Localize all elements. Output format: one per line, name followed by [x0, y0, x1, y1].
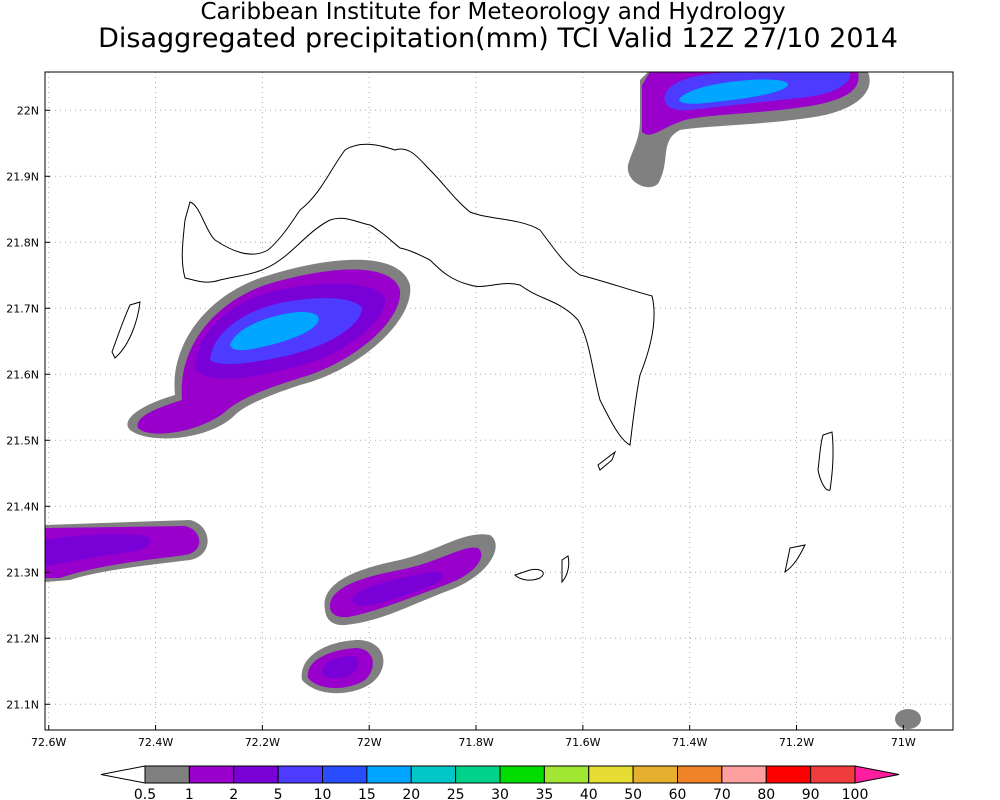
colorbar-swatch [499, 765, 545, 784]
colorbar-swatch [810, 765, 856, 784]
map-frame [44, 71, 954, 731]
lon-tick-label: 72.2W [245, 736, 280, 749]
colorbar-swatch [188, 765, 235, 784]
lon-tick-label: 72W [357, 736, 382, 749]
islands [111, 143, 834, 584]
lat-tick-label: 21.7N [6, 302, 39, 315]
subtitle: Disaggregated precipitation(mm) TCI Vali… [98, 23, 898, 54]
lon-tick-label: 71.8W [458, 736, 493, 749]
colorbar-label: 40 [580, 787, 598, 800]
colorbar-label: 80 [757, 787, 775, 800]
lon-tick-label: 71.4W [672, 736, 707, 749]
colorbar-swatch [366, 765, 412, 784]
title: Caribbean Institute for Meteorology and … [200, 0, 785, 25]
lat-tick-label: 21.2N [6, 632, 39, 645]
colorbar-swatch [632, 765, 678, 784]
colorbar-swatch [765, 765, 812, 784]
colorbar-swatch [677, 765, 723, 784]
colorbar-label: 1 [185, 787, 194, 800]
colorbar-label: 20 [402, 787, 420, 800]
lat-tick-label: 21.5N [6, 434, 39, 447]
lat-tick-label: 22N [17, 104, 39, 117]
colorbar-swatch [277, 765, 323, 784]
colorbar-label: 90 [802, 787, 820, 800]
colorbar-label: 35 [535, 787, 553, 800]
ticks: 72.6W 72.4W 72.2W 72W 71.8W 71.6W 71.4W 71.2W 71… [6, 104, 916, 749]
colorbar-label: 70 [713, 787, 731, 800]
colorbar-swatch [721, 765, 767, 784]
lon-tick-label: 71.2W [779, 736, 814, 749]
lat-tick-label: 21.6N [6, 368, 39, 381]
colorbar-swatch [144, 765, 190, 784]
lat-tick-label: 21.9N [6, 170, 39, 183]
colorbar-label: 30 [491, 787, 509, 800]
colorbar-label: 5 [274, 787, 283, 800]
colorbar-label: 60 [669, 787, 687, 800]
colorbar-arrow [854, 765, 900, 784]
colorbar-swatch [410, 765, 457, 784]
colorbar-swatch [233, 765, 279, 784]
lon-tick-label: 71W [891, 736, 916, 749]
lat-tick-label: 21.3N [6, 566, 39, 579]
colorbar: 0.5 1 2 5 10 15 20 25 30 35 40 50 60 70 80 90 100 [100, 765, 900, 800]
lon-tick-label: 71.6W [565, 736, 600, 749]
colorbar-label: 15 [358, 787, 376, 800]
colorbar-label: 2 [229, 787, 238, 800]
lon-tick-label: 72.6W [31, 736, 66, 749]
lat-tick-label: 21.4N [6, 500, 39, 513]
colorbar-label: 25 [447, 787, 465, 800]
colorbar-swatch [588, 765, 634, 784]
colorbar-label: 10 [314, 787, 332, 800]
lat-tick-label: 21.1N [6, 698, 39, 711]
lat-tick-label: 21.8N [6, 236, 39, 249]
colorbar-arrow [100, 765, 146, 784]
colorbar-swatch [543, 765, 590, 784]
colorbar-label: 50 [624, 787, 642, 800]
precipitation [45, 72, 921, 729]
lon-tick-label: 72.4W [138, 736, 173, 749]
colorbar-label: 0.5 [134, 787, 156, 800]
colorbar-label: 100 [842, 787, 869, 800]
colorbar-swatch [455, 765, 501, 784]
colorbar-swatch [322, 765, 368, 784]
